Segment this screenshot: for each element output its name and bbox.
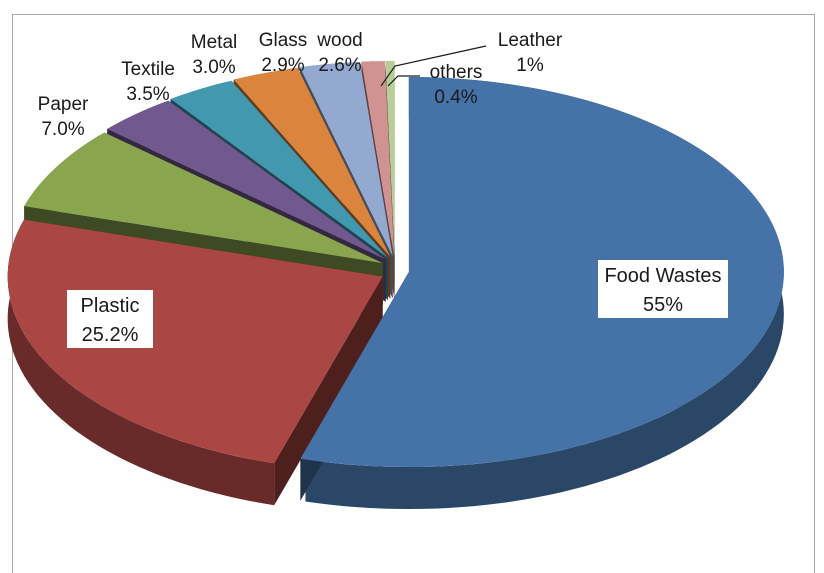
slice-others <box>385 61 395 257</box>
label-metal-name: Metal <box>191 32 237 53</box>
slice-paper <box>24 132 383 264</box>
slice-wood <box>299 61 393 257</box>
label-paper-name: Paper <box>38 94 89 115</box>
slice-wall-0 <box>305 77 784 510</box>
pie-tops <box>7 61 784 468</box>
slice-leather <box>361 61 395 257</box>
label-glass-name: Glass <box>259 30 308 51</box>
slice-face-1-0 <box>274 276 383 506</box>
slice-plastic <box>7 219 383 464</box>
label-metal-value: 3.0% <box>192 57 235 78</box>
label-textile-name: Textile <box>121 59 175 80</box>
label-others-name: others <box>430 62 483 83</box>
slice-food-wastes <box>300 77 784 468</box>
leader-leather <box>380 45 487 87</box>
label-plastic-value: 25.2% <box>82 324 139 346</box>
label-wood-name: wood <box>316 30 362 51</box>
label-leather-name: Leather <box>498 30 563 51</box>
label-wood-value: 2.6% <box>318 55 361 76</box>
label-glass-value: 2.9% <box>261 55 304 76</box>
slice-textile <box>107 100 386 260</box>
label-leather-value: 1% <box>516 55 544 76</box>
label-food-wastes-box <box>598 260 728 318</box>
label-others-value: 0.4% <box>434 87 477 108</box>
slice-glass <box>233 67 391 257</box>
label-plastic-box <box>67 290 153 348</box>
slice-metal <box>170 80 388 258</box>
label-paper-value: 7.0% <box>41 119 84 140</box>
slice-wall-1 <box>7 220 275 506</box>
label-plastic-name: Plastic <box>81 295 140 317</box>
label-textile-value: 3.5% <box>126 84 169 105</box>
pie-labels: Food Wastes 55% Plastic 25.2% Paper 7.0% Texti… <box>38 30 728 348</box>
label-food-wastes-name: Food Wastes <box>604 265 721 287</box>
label-food-wastes-value: 55% <box>643 294 683 316</box>
leader-others <box>387 75 420 87</box>
